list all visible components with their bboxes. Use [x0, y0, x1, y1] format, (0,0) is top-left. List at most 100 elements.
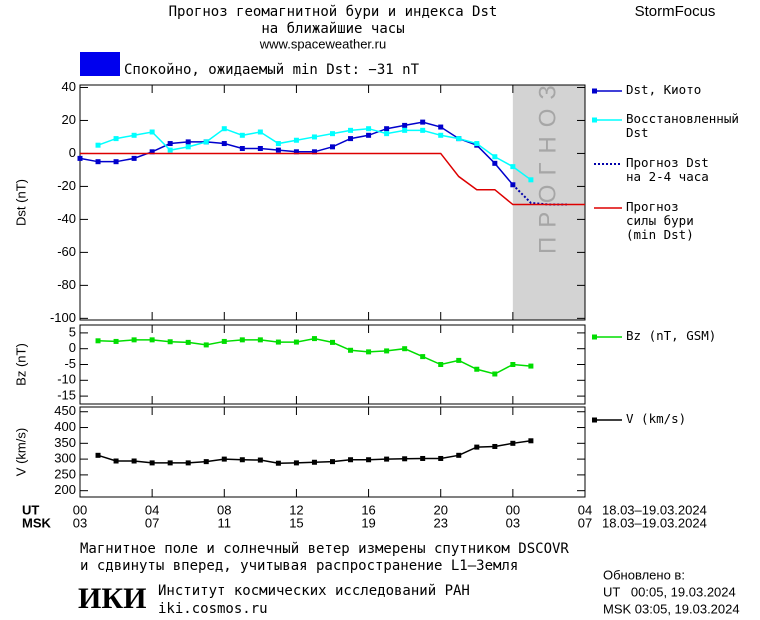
data-point [257, 337, 263, 343]
url: iki.cosmos.ru [158, 601, 268, 617]
y-tick-label: -5 [64, 356, 76, 371]
series-line [98, 337, 531, 375]
y-tick-label: 0 [69, 145, 76, 160]
legend-label: Bz (nT, GSM) [626, 328, 717, 343]
data-point [203, 459, 209, 465]
data-point [420, 127, 426, 133]
y-tick-label: -20 [57, 178, 76, 193]
data-point [348, 136, 354, 142]
y-tick-label: 200 [54, 482, 76, 497]
data-point [167, 460, 173, 466]
data-point [293, 137, 299, 143]
data-point [257, 129, 263, 135]
data-point [492, 443, 498, 449]
updated-msk: MSK 03:05, 19.03.2024 [603, 601, 740, 616]
plot-frame [79, 324, 586, 405]
x-tick-label: 04 [145, 502, 159, 517]
data-point [311, 459, 317, 465]
forecast-region [512, 85, 585, 320]
data-point [95, 142, 101, 148]
data-point [275, 141, 281, 147]
data-point [366, 132, 372, 138]
data-point [275, 460, 281, 466]
status-box [80, 52, 120, 76]
x-tick-label: 04 [578, 502, 592, 517]
x2-tick-label: 23 [433, 515, 447, 530]
x-tick-label: 20 [433, 502, 447, 517]
data-point [366, 349, 372, 355]
data-point [348, 127, 354, 133]
data-point [311, 336, 317, 342]
data-point [420, 455, 426, 461]
y-tick-label: -100 [50, 310, 76, 325]
y-axis-label: V (km/s) [13, 428, 28, 476]
legend-label: V (km/s) [626, 411, 687, 426]
data-point [438, 455, 444, 461]
data-point [384, 348, 390, 354]
data-point [221, 126, 227, 132]
data-point [131, 337, 137, 343]
data-point [221, 141, 227, 147]
data-point [528, 438, 534, 444]
data-point [474, 366, 480, 372]
data-point [167, 339, 173, 345]
data-point [402, 456, 408, 462]
subtitle: на ближайшие часы [261, 21, 404, 37]
data-point [348, 347, 354, 353]
data-point [113, 458, 119, 464]
updated-ut: UT 00:05, 19.03.2024 [603, 584, 736, 599]
legend-label: Dst, Киото [626, 82, 702, 97]
legend-marker [592, 334, 597, 340]
data-point [384, 126, 390, 132]
data-point [438, 132, 444, 138]
institute: Институт космических исследований РАН [158, 583, 470, 599]
legend-marker [592, 88, 597, 94]
data-point [221, 456, 227, 462]
data-point [492, 371, 498, 377]
data-point [185, 139, 191, 145]
y-tick-label: -10 [57, 372, 76, 387]
data-point [185, 144, 191, 150]
data-point [95, 338, 101, 344]
data-point [330, 339, 335, 345]
x2-axis-label: MSK [22, 515, 52, 530]
y-tick-label: 350 [54, 435, 76, 450]
x-tick-label: 12 [289, 502, 303, 517]
data-point [402, 122, 408, 128]
data-point [167, 141, 173, 147]
data-point [275, 339, 281, 345]
updated: Обновлено в: [603, 567, 685, 582]
data-point [420, 119, 426, 125]
data-point [384, 456, 390, 462]
data-point [402, 346, 408, 352]
brand: StormFocus [635, 3, 716, 20]
data-point [366, 126, 372, 132]
data-point [330, 459, 335, 465]
data-point [77, 155, 83, 161]
y-tick-label: 40 [62, 79, 76, 94]
x2-tick-label: 07 [578, 515, 592, 530]
data-point [474, 444, 480, 450]
data-point [131, 132, 137, 138]
data-point [456, 136, 462, 142]
data-point [438, 124, 444, 130]
y-tick-label: -40 [57, 211, 76, 226]
y-axis-label: Dst (nT) [13, 179, 28, 226]
data-point [348, 457, 354, 463]
legend-marker [592, 117, 597, 123]
title: Прогноз геомагнитной бури и индекса Dst [169, 4, 498, 20]
y-tick-label: -60 [57, 244, 76, 259]
data-point [203, 342, 209, 348]
data-point [510, 440, 516, 446]
footer-line: Магнитное поле и солнечный ветер измерен… [80, 541, 569, 557]
x-tick-label: 08 [217, 502, 231, 517]
legend-label: Восстановленный Dst [626, 111, 739, 140]
y-tick-label: 20 [62, 112, 76, 127]
data-point [474, 141, 480, 147]
data-point [275, 147, 281, 153]
data-point [528, 177, 534, 183]
data-point [402, 127, 408, 133]
data-point [149, 149, 155, 155]
data-point [203, 139, 209, 145]
